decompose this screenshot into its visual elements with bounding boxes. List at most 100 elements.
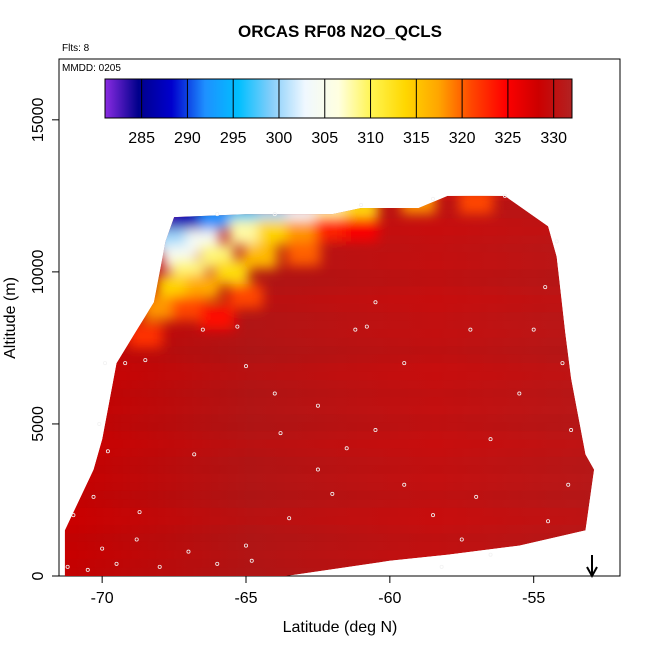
observation-point [100, 546, 105, 551]
heatmap-band [59, 380, 620, 389]
heatmap-band [59, 397, 620, 406]
heatmap-band [64, 456, 595, 466]
heatmap-band [59, 286, 620, 295]
heatmap-band [59, 482, 620, 491]
heatmap-cell [286, 220, 321, 245]
x-tick-label: -55 [522, 590, 545, 607]
heatmap-band [64, 448, 595, 457]
y-tick-label: 0 [30, 571, 47, 580]
observation-point [65, 564, 70, 569]
heatmap-band [64, 388, 595, 398]
heatmap-cell [401, 195, 436, 214]
observation-point [235, 324, 240, 329]
observation-point [200, 327, 205, 332]
observation-point [543, 285, 548, 290]
observation-point [278, 431, 283, 436]
heatmap-cell [315, 217, 350, 242]
observation-point [531, 327, 536, 332]
observation-point [344, 446, 349, 451]
heatmap-band [64, 516, 595, 525]
observation-point [103, 361, 108, 366]
observation-point [272, 212, 277, 217]
y-tick-label: 15000 [30, 97, 47, 142]
heatmap-band [64, 414, 595, 423]
observation-point [157, 564, 162, 569]
arrow-head [586, 566, 598, 579]
observation-point [186, 549, 191, 554]
observation-point [330, 491, 335, 496]
heatmap-bands [59, 195, 620, 576]
heatmap-band [64, 371, 595, 381]
heatmap-band [64, 201, 595, 210]
observation-point [123, 361, 128, 366]
observation-point [517, 391, 522, 396]
heatmap-band [64, 303, 595, 313]
observation-point [488, 552, 493, 557]
colorbar-tick-label: 290 [174, 130, 201, 147]
heatmap-band [64, 354, 595, 364]
observation-point [85, 567, 90, 572]
observation-point [272, 391, 277, 396]
colorbar-gradient [104, 78, 573, 119]
heatmap-band [59, 312, 620, 321]
observation-point [459, 537, 464, 542]
heatmap-band [59, 550, 620, 559]
colorbar-tick-label: 315 [403, 130, 430, 147]
heatmap-band [64, 499, 595, 508]
heatmap-band [59, 252, 620, 261]
x-axis: -70 -65 -60 -55 [91, 576, 545, 607]
heatmap-band [59, 406, 620, 415]
observation-point [243, 543, 248, 548]
colorbar-tick-label: 320 [449, 130, 476, 147]
y-tick-label: 5000 [30, 406, 47, 442]
observation-point [566, 482, 571, 487]
observation-point [554, 239, 559, 244]
heatmap-band [64, 269, 595, 278]
observation-point [114, 561, 119, 566]
observation-point [474, 494, 479, 499]
heatmap-cell [200, 305, 235, 330]
heatmap-cell [459, 195, 494, 214]
observation-point [243, 364, 248, 369]
observation-point [249, 558, 254, 563]
heatmap-cell [171, 296, 206, 321]
plot-border [58, 58, 621, 577]
observation-point [97, 421, 102, 426]
heatmap-band [64, 465, 595, 474]
observation-point [468, 327, 473, 332]
heatmap-band [64, 346, 595, 355]
observation-point [569, 428, 574, 433]
observation-point [134, 537, 139, 542]
x-axis-label: Latitude (deg N) [283, 619, 398, 636]
observation-point [488, 437, 493, 442]
observation-point [137, 510, 142, 515]
observation-point [105, 449, 110, 454]
observation-point [91, 494, 96, 499]
observation-point [215, 561, 220, 566]
observation-point [215, 212, 220, 217]
y-axis-label: Altitude (m) [2, 277, 19, 359]
observation-point [315, 403, 320, 408]
colorbar-tick-label: 325 [495, 130, 522, 147]
heatmap-band [59, 525, 620, 534]
heatmap-band [64, 337, 595, 347]
heatmap-cell [344, 217, 379, 242]
observation-point [560, 361, 565, 366]
observation-point [364, 324, 369, 329]
observation-point [287, 516, 292, 521]
heatmap-cell [214, 259, 249, 284]
x-tick-label: -65 [234, 590, 257, 607]
heatmap-band [64, 195, 595, 202]
observation-point [502, 193, 507, 198]
observation-point [546, 519, 551, 524]
observation-point [430, 513, 435, 518]
x-tick-label: -70 [91, 590, 114, 607]
heatmap-band [64, 431, 595, 440]
heatmap-band [59, 474, 620, 483]
heatmap-cell [128, 323, 163, 348]
plot-area: MMDD: 0205 285 290 295 300 305 310 315 320 325 33… [58, 58, 621, 579]
colorbar-tick-label: 285 [128, 130, 155, 147]
y-axis: 0 5000 10000 15000 [30, 97, 59, 580]
observation-point [373, 428, 378, 433]
